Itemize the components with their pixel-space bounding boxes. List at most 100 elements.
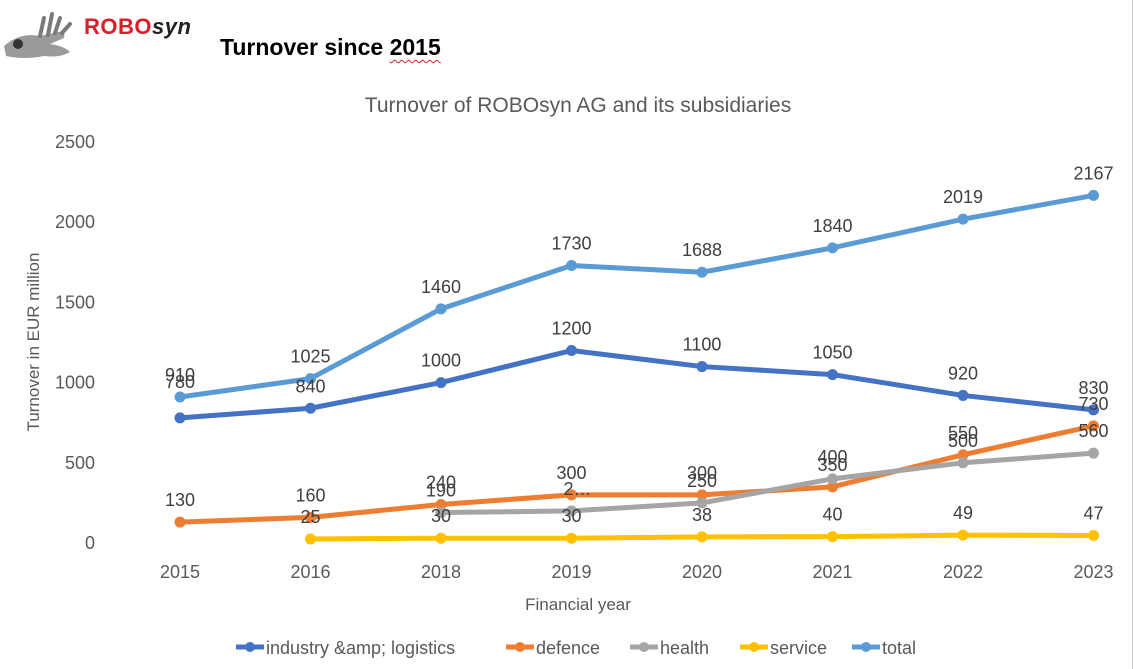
data-label-service: 30 [561,506,581,526]
logo-text-dark: syn [152,14,192,39]
data-label-total: 2167 [1073,163,1113,183]
data-label-defence: 300 [687,463,717,483]
data-point-health [435,507,447,519]
data-point-health [696,497,708,509]
data-label-defence: 350 [817,455,847,475]
data-point-service [827,531,838,543]
data-label-industry-amp-logistics: 1050 [812,343,852,363]
data-label-defence: 130 [165,490,195,510]
data-label-total: 1688 [682,240,722,260]
data-label-defence: 160 [295,485,325,505]
data-point-total [174,391,186,403]
x-tick-label: 2023 [1073,562,1113,582]
page-title-prefix: Turnover since [220,34,390,60]
data-point-industry-amp-logistics [957,389,969,401]
data-point-service [305,533,316,545]
y-tick-label: 0 [85,533,95,553]
data-point-industry-amp-logistics [696,361,708,373]
logo-text-red: ROBO [84,14,152,39]
data-label-industry-amp-logistics: 1100 [683,335,722,355]
y-tick-label: 2500 [55,132,95,152]
legend-label-total: total [882,638,916,658]
data-label-health: 2… [563,479,591,499]
legend-label-service: service [770,638,827,658]
series-lines [174,189,1099,545]
data-label-service: 40 [822,505,842,525]
data-point-defence [566,489,577,501]
legend-label-defence: defence [536,638,600,658]
data-labels: 780 840 1000 1200 1100 1050 920 830 130 160 240 300… [165,163,1114,527]
series-line-industry-amp-logistics [179,348,1094,421]
x-tick-label: 2015 [160,562,200,582]
page-title: Turnover since 2015 [220,34,441,61]
data-point-health [1088,447,1099,459]
data-label-health: 500 [948,431,978,451]
x-tick-label: 2016 [290,562,330,582]
legend: industry &amp; logistics defence health ser… [236,638,916,658]
data-label-service: 47 [1083,503,1103,523]
data-label-health: 560 [1078,421,1108,441]
legend-marker-health [639,642,649,652]
data-point-industry-amp-logistics [174,412,186,424]
data-point-health [827,473,838,485]
data-point-industry-amp-logistics [1088,404,1099,416]
data-point-total [1088,189,1099,201]
x-tick-label: 2022 [943,562,983,582]
chart-title: Turnover of ROBOsyn AG and its subsidiar… [365,94,791,117]
data-label-industry-amp-logistics: 1000 [421,351,461,371]
data-label-total: 1460 [421,277,461,297]
data-label-service: 25 [300,507,320,527]
data-point-defence [827,481,838,493]
data-point-industry-amp-logistics [827,369,838,381]
data-label-total: 1840 [812,216,852,236]
x-tick-label: 2019 [551,562,591,582]
data-label-service: 49 [953,503,973,523]
data-label-defence: 550 [948,423,978,443]
data-label-industry-amp-logistics: 780 [165,372,195,392]
legend-label-health: health [660,638,709,658]
x-tick-label: 2021 [812,562,852,582]
y-tick-label: 2000 [55,212,95,232]
data-point-industry-amp-logistics [435,377,447,389]
data-label-defence: 240 [426,473,456,493]
data-point-health [566,505,577,517]
legend-marker-service [749,642,759,652]
data-label-industry-amp-logistics: 840 [295,376,325,396]
legend-marker-defence [515,642,525,652]
data-label-service: 38 [692,505,712,525]
data-label-defence: 730 [1078,394,1108,414]
data-point-defence [435,499,447,511]
data-label-total: 1025 [290,347,330,367]
data-point-industry-amp-logistics [566,345,577,357]
data-point-total [435,303,447,315]
data-point-defence [1088,420,1099,432]
data-point-industry-amp-logistics [305,402,316,414]
data-label-defence: 300 [556,463,586,483]
data-point-defence [305,511,316,523]
data-label-industry-amp-logistics: 1200 [551,319,591,339]
data-point-total [566,260,577,272]
series-line-defence [179,423,1095,525]
data-point-total [827,242,838,254]
page-title-year: 2015 [389,34,441,60]
y-axis-label: Turnover in EUR million [24,253,43,432]
x-tick-label: 2018 [421,562,461,582]
data-point-total [305,373,316,385]
data-label-health: 190 [426,481,456,501]
data-label-total: 2019 [943,187,983,207]
data-label-health: 250 [687,471,717,491]
data-point-total [957,213,969,225]
data-label-health: 400 [817,447,847,467]
data-point-service [957,529,969,541]
logo-wordmark: ROBOsyn [84,14,191,40]
data-point-defence [957,449,969,461]
y-tick-label: 1000 [55,373,95,393]
y-tick-label: 500 [65,453,95,473]
data-label-total: 910 [165,365,195,385]
data-point-total [696,266,708,278]
robot-hand-icon [4,12,72,58]
legend-marker-total [861,642,871,652]
data-point-service [566,532,577,544]
